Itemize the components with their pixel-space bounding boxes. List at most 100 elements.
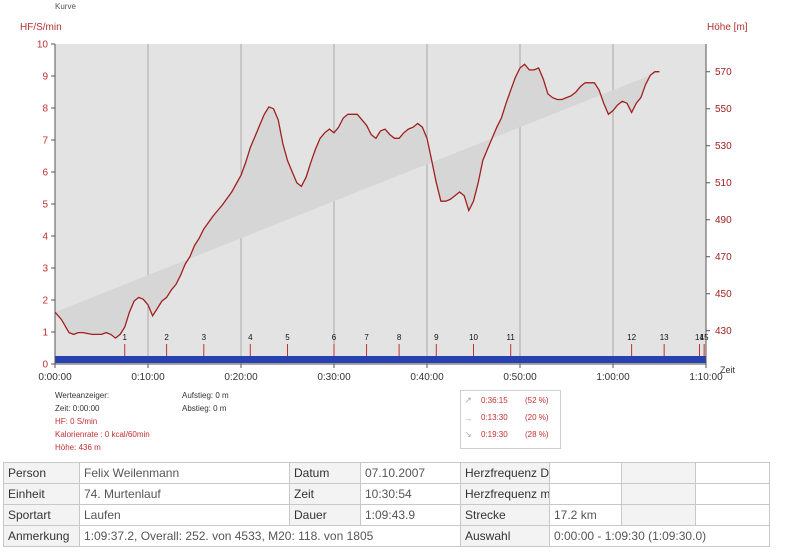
slope-down-time: 0:19:30 [481, 430, 508, 439]
hf-max-value [549, 483, 622, 505]
datum-label: Datum [289, 462, 361, 484]
slope-flat-pct: (20 %) [525, 413, 549, 422]
lap-label: 10 [469, 333, 478, 342]
strecke-label: Strecke [460, 504, 550, 526]
altitude-heart-rate-chart[interactable]: Kurve HF/S/min Höhe [m] Zeit 1 2 3 4 5 6 7 8 9 10… [0, 0, 791, 460]
dauer-label: Dauer [289, 504, 361, 526]
value-descent: Abstieg: 0 m [182, 404, 227, 413]
y-left-tick-label: 7 [42, 136, 48, 147]
y-right-tick-label: 570 [715, 67, 732, 78]
slope-flat-time: 0:13:30 [481, 413, 508, 422]
y-right-tick-label: 470 [715, 252, 732, 263]
lap-label: 4 [248, 333, 253, 342]
value-height: Höhe: 436 m [55, 443, 101, 452]
slope-up-pct: (52 %) [525, 396, 549, 405]
person-label: Person [3, 462, 80, 484]
y-right-tick-label: 490 [715, 215, 732, 226]
lap-label: 9 [434, 333, 439, 342]
arrow-down-icon: ↘ [464, 429, 472, 439]
x-tick-label: 0:10:00 [131, 372, 165, 383]
auswahl-label: Auswahl [460, 525, 550, 547]
y-left-tick-label: 10 [37, 40, 49, 51]
x-tick-label: 1:10:00 [689, 372, 723, 383]
y-right-tick-label: 510 [715, 178, 732, 189]
y-left-axis-label: HF/S/min [20, 22, 62, 33]
plot-area [55, 44, 706, 364]
lap-label: 8 [397, 333, 402, 342]
hf-avg-label: Herzfrequenz Du [460, 462, 550, 484]
value-ascent: Aufstieg: 0 m [182, 391, 229, 400]
track-bar[interactable] [55, 356, 706, 363]
x-tick-label: 0:00:00 [38, 372, 72, 383]
x-axis-label: Zeit [720, 365, 736, 375]
x-tick-label: 0:20:00 [224, 372, 258, 383]
y-left-tick-label: 1 [42, 328, 48, 339]
slope-down-pct: (28 %) [525, 430, 549, 439]
y-left-tick-label: 4 [42, 232, 48, 243]
x-tick-label: 0:30:00 [317, 372, 351, 383]
slope-up-time: 0:36:15 [481, 396, 508, 405]
y-right-tick-label: 550 [715, 104, 732, 115]
person-value: Felix Weilenmann [79, 462, 290, 484]
einheit-label: Einheit [3, 483, 80, 505]
zeit-value: 10:30:54 [360, 483, 461, 505]
auswahl-value: 0:00:00 - 1:09:30 (1:09:30.0) [549, 525, 770, 547]
arrow-up-icon: ↗ [464, 395, 472, 405]
chart-title: Kurve [55, 2, 76, 11]
lap-label: 3 [202, 333, 207, 342]
slope-flat-row: → 0:13:30 (20 %) [461, 410, 560, 425]
y-left-tick-label: 5 [42, 200, 48, 211]
y-left-tick-label: 2 [42, 296, 48, 307]
sport-value: Laufen [79, 504, 290, 526]
anm-label: Anmerkung [3, 525, 80, 547]
stats-row-anmerkung: Anmerkung 1:09:37.2, Overall: 252. von 4… [3, 525, 770, 547]
lap-label: 14 [695, 333, 704, 342]
y-left-tick-label: 9 [42, 72, 48, 83]
stats-row-person: Person Felix Weilenmann Datum 07.10.2007… [3, 462, 770, 484]
einheit-value: 74. Murtenlauf [79, 483, 290, 505]
hf-max-label: Herzfrequenz ma [460, 483, 550, 505]
lap-label: 7 [364, 333, 369, 342]
lap-label: 1 [123, 333, 128, 342]
value-display-panel: Werteanzeiger: Zeit: 0:00:00 HF: 0 S/min… [55, 389, 150, 454]
arrow-flat-icon: → [463, 412, 473, 423]
y-right-tick-label: 430 [715, 326, 732, 337]
y-left-tick-label: 0 [42, 360, 48, 371]
lap-label: 2 [164, 333, 169, 342]
x-tick-label: 1:00:00 [596, 372, 630, 383]
zeit-label: Zeit [289, 483, 361, 505]
stats-row-sportart: Sportart Laufen Dauer 1:09:43.9 Strecke … [3, 504, 770, 526]
lap-label: 5 [285, 333, 290, 342]
x-tick-label: 0:40:00 [410, 372, 444, 383]
strecke-value: 17.2 km [549, 504, 622, 526]
value-calories: Kalorienrate : 0 kcal/60min [55, 430, 150, 439]
stats-empty-b [695, 462, 770, 484]
stats-empty-d [695, 483, 770, 505]
y-right-tick-label: 530 [715, 141, 732, 152]
sport-label: Sportart [3, 504, 80, 526]
altitude-line [54, 63, 660, 339]
stats-table: Person Felix Weilenmann Datum 07.10.2007… [3, 462, 770, 547]
lap-label: 15 [700, 333, 709, 342]
slope-summary-box: ↗ 0:36:15 (52 %) → 0:13:30 (20 %) ↘ 0:19… [460, 390, 561, 449]
stats-empty-a [621, 462, 696, 484]
lap-label: 6 [332, 333, 337, 342]
y-right-tick-label: 450 [715, 289, 732, 300]
y-right-axis-label: Höhe [m] [707, 22, 748, 33]
ascent-descent-panel: Aufstieg: 0 m Abstieg: 0 m [182, 389, 229, 415]
lap-label: 12 [627, 333, 636, 342]
value-hf: HF: 0 S/min [55, 417, 98, 426]
dauer-value: 1:09:43.9 [360, 504, 461, 526]
stats-row-einheit: Einheit 74. Murtenlauf Zeit 10:30:54 Her… [3, 483, 770, 505]
slope-down-row: ↘ 0:19:30 (28 %) [461, 427, 560, 442]
anm-value: 1:09:37.2, Overall: 252. von 4533, M20: … [79, 525, 461, 547]
x-tick-label: 0:50:00 [503, 372, 537, 383]
stats-empty-c [621, 483, 696, 505]
value-time: Zeit: 0:00:00 [55, 404, 100, 413]
lap-label: 13 [660, 333, 669, 342]
y-left-tick-label: 3 [42, 264, 48, 275]
datum-value: 07.10.2007 [360, 462, 461, 484]
hf-avg-value [549, 462, 622, 484]
stats-empty-e [621, 504, 696, 526]
stats-empty-f [695, 504, 770, 526]
